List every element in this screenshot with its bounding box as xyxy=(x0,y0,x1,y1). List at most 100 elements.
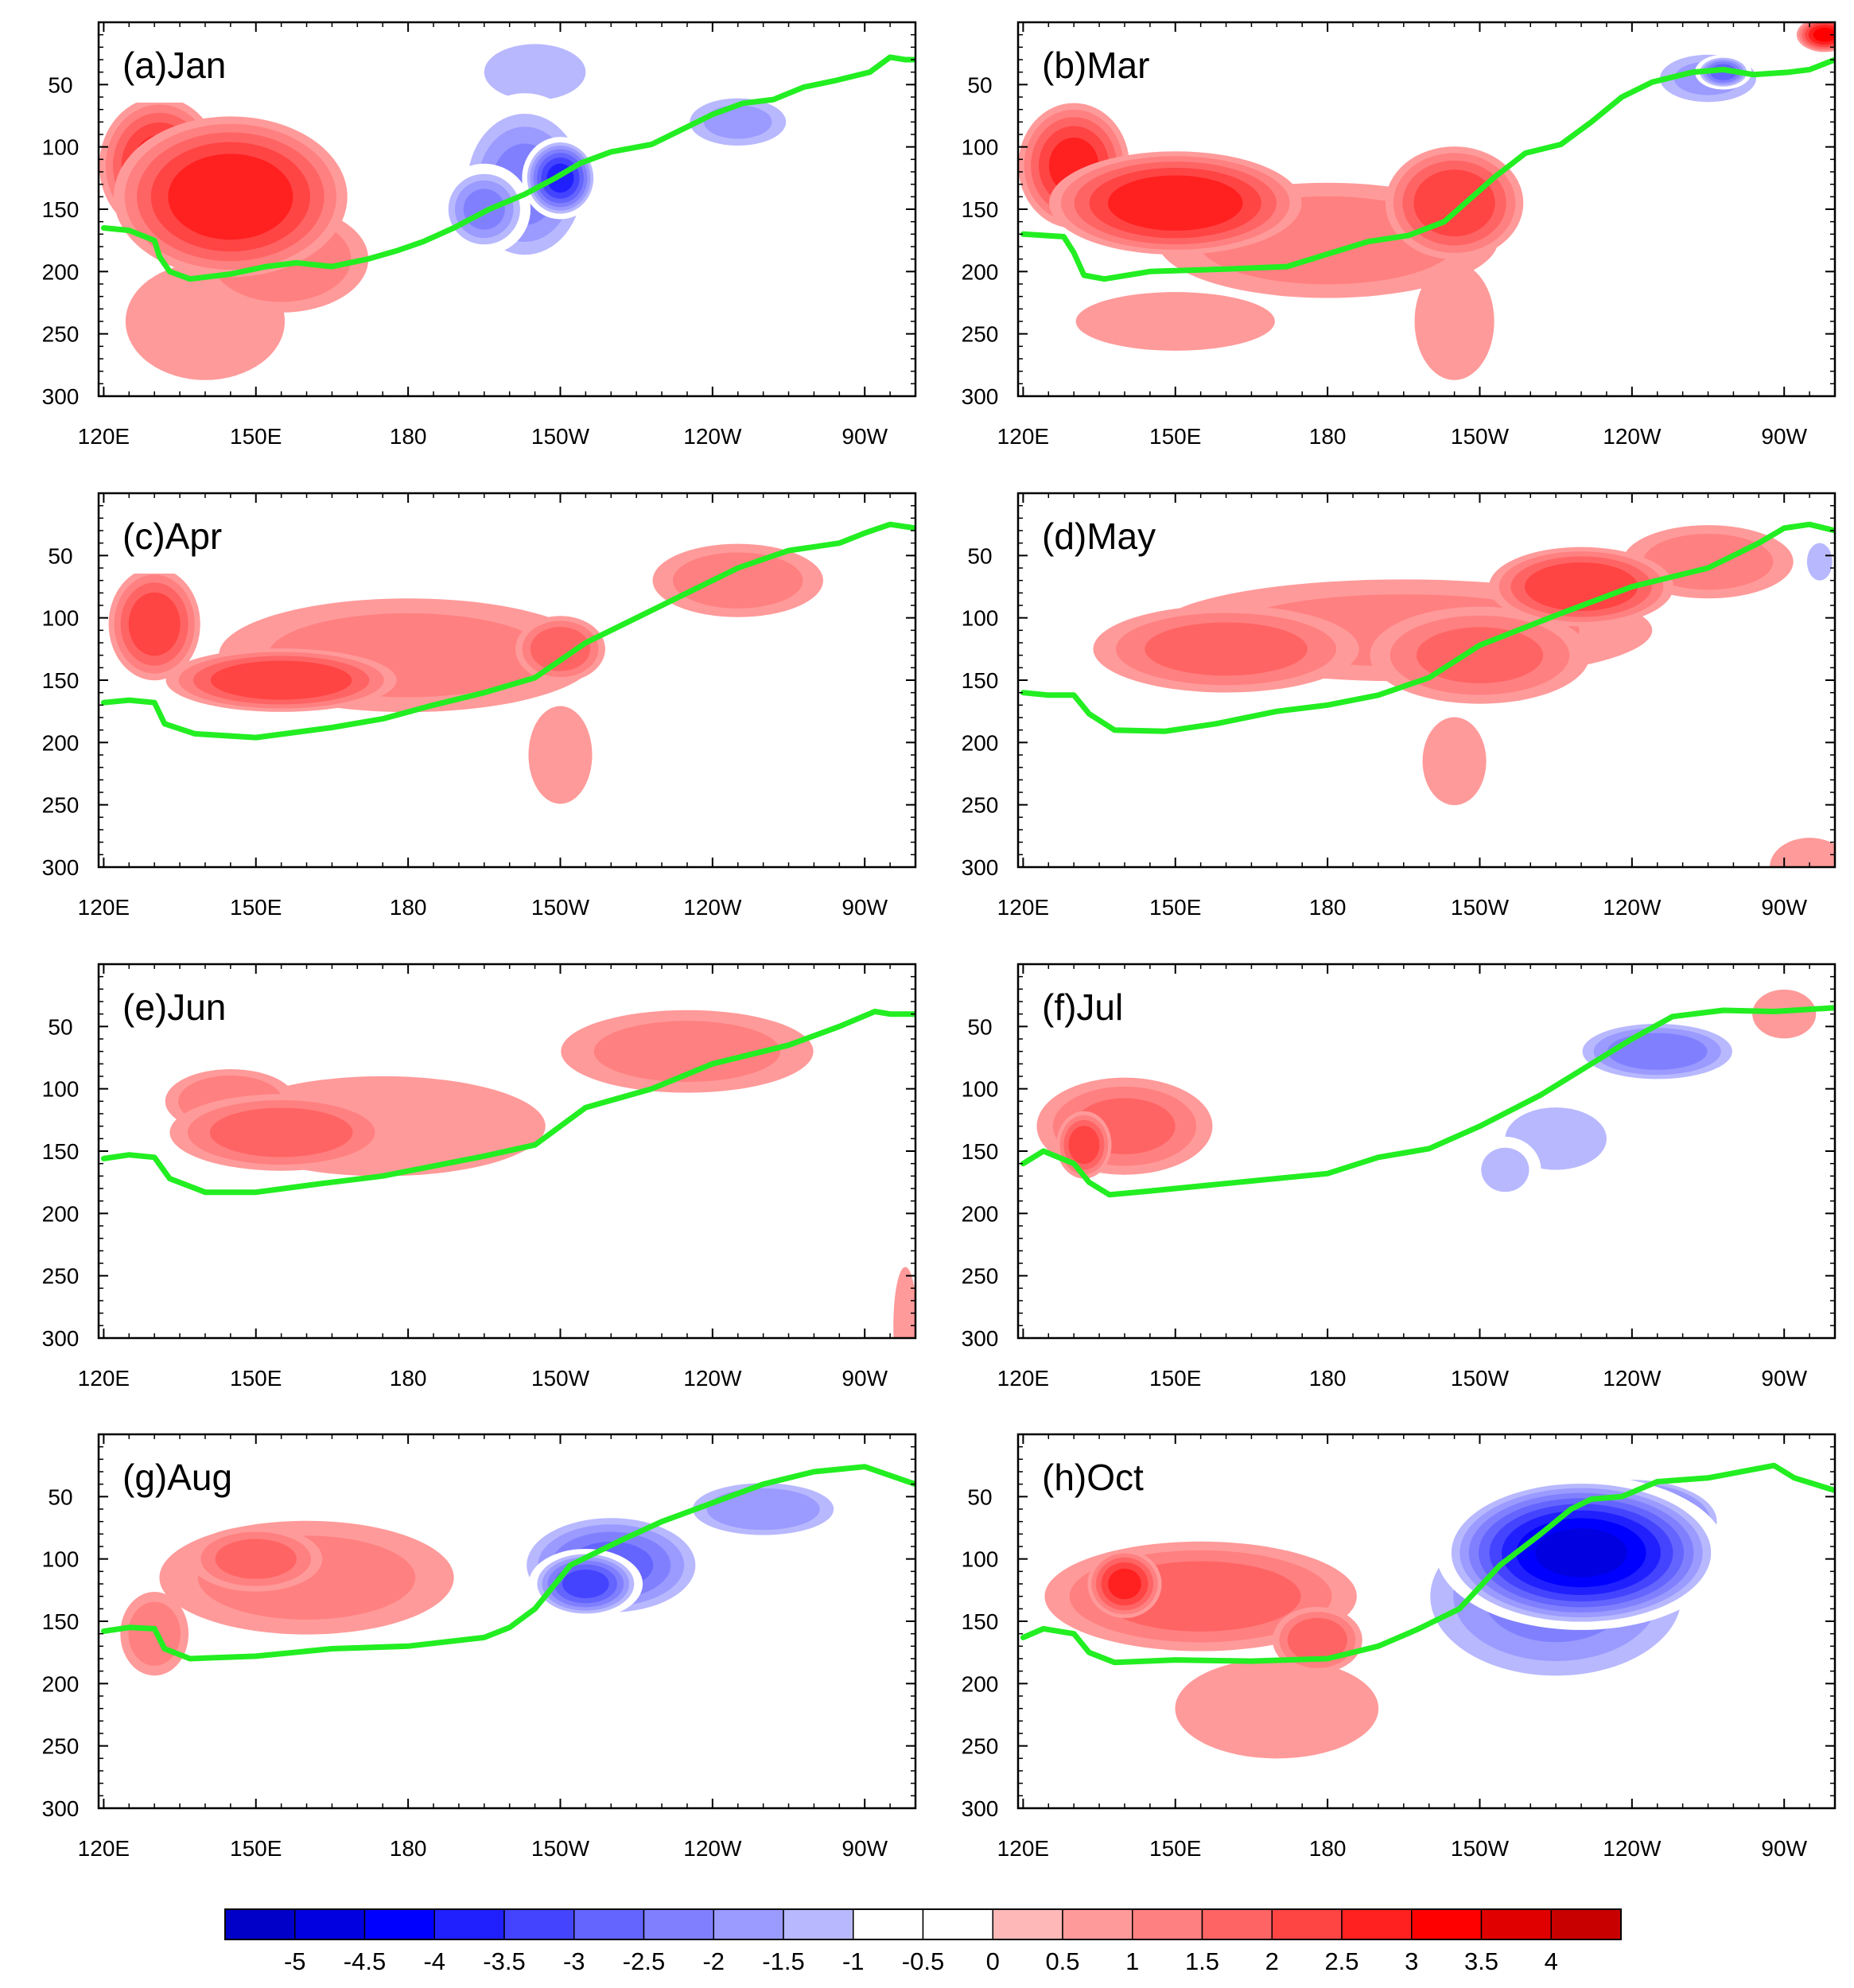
x-tick-label: 180 xyxy=(1309,895,1347,920)
colorbar-swatch xyxy=(1341,1908,1413,1940)
x-tick-label: 120E xyxy=(78,1836,130,1861)
contour-band xyxy=(1247,730,1327,780)
y-tick-label: 50 xyxy=(967,543,992,568)
contour-band xyxy=(1413,169,1495,237)
contour-band xyxy=(1145,622,1308,676)
contour-band xyxy=(528,706,593,804)
contour-band xyxy=(418,1472,499,1522)
x-tick-label: 120W xyxy=(1603,1836,1662,1861)
contour-band xyxy=(484,44,586,100)
colorbar-swatch xyxy=(992,1908,1063,1940)
contour-band xyxy=(1813,27,1835,42)
x-tick-label: 90W xyxy=(1761,1366,1807,1391)
y-tick-label: 100 xyxy=(962,1547,999,1572)
colorbar-label: -4 xyxy=(423,1947,445,1975)
colorbar-label: -2.5 xyxy=(623,1947,665,1975)
y-tick-label: 200 xyxy=(42,259,80,284)
x-tick-label: 90W xyxy=(841,424,888,449)
contour-band xyxy=(1094,778,1175,857)
panel: (c)Apr 120E 150E 180 150W 120W 90W 50 100 150 200 2… xyxy=(42,492,917,920)
y-tick-label: 200 xyxy=(962,1671,999,1696)
x-tick-label: 90W xyxy=(841,1836,888,1861)
colorbar-swatch xyxy=(713,1908,784,1940)
contour-band xyxy=(1416,627,1544,683)
colorbar-swatch xyxy=(1411,1908,1483,1940)
x-tick-label: 120E xyxy=(997,1366,1049,1391)
y-tick-label: 200 xyxy=(962,1201,999,1226)
colorbar-label: 2.5 xyxy=(1324,1947,1358,1975)
contour-band xyxy=(1481,1147,1529,1192)
x-tick-label: 90W xyxy=(1761,1836,1807,1861)
colorbar-swatch xyxy=(224,1908,296,1940)
contour-band xyxy=(1422,717,1487,806)
x-tick-label: 180 xyxy=(390,1836,427,1861)
panel: (f)Jul 120E 150E 180 150W 120W 90W 50 100 150 200 2… xyxy=(962,963,1837,1391)
y-tick-label: 300 xyxy=(42,384,80,409)
contour-band xyxy=(1535,1528,1627,1578)
colorbar-label: -3.5 xyxy=(483,1947,525,1975)
colorbar-label: 1 xyxy=(1125,1947,1139,1975)
x-tick-label: 120W xyxy=(1603,424,1662,449)
x-tick-label: 150W xyxy=(531,895,590,920)
x-tick-label: 90W xyxy=(1761,895,1807,920)
y-tick-label: 200 xyxy=(962,259,999,284)
contour-band xyxy=(706,1488,820,1531)
y-tick-label: 100 xyxy=(42,1547,80,1572)
x-tick-label: 150E xyxy=(230,1366,282,1391)
panel-label: (e)Jun xyxy=(122,986,226,1028)
colorbar-label: 3.5 xyxy=(1464,1947,1498,1975)
y-tick-label: 200 xyxy=(42,1671,80,1696)
colorbar-label: 0 xyxy=(986,1947,1000,1975)
contour-band xyxy=(1203,1208,1402,1257)
colorbar-label: -0.5 xyxy=(902,1947,944,1975)
y-tick-label: 250 xyxy=(962,1264,999,1289)
label-box xyxy=(107,967,270,1045)
x-tick-label: 150E xyxy=(230,895,282,920)
colorbar-swatch xyxy=(1132,1908,1203,1940)
contour-band xyxy=(1770,838,1835,867)
contour-band xyxy=(893,1266,915,1338)
contour-band xyxy=(1075,292,1275,351)
label-box xyxy=(1026,967,1189,1045)
y-tick-label: 250 xyxy=(42,1734,80,1759)
panel-label: (f)Jul xyxy=(1042,986,1123,1028)
colorbar-swatch xyxy=(573,1908,645,1940)
colorbar-swatch xyxy=(1271,1908,1343,1940)
y-tick-label: 150 xyxy=(962,197,999,222)
contour-band xyxy=(105,1260,154,1329)
panel-label: (h)Oct xyxy=(1042,1457,1144,1498)
x-tick-label: 150W xyxy=(1451,424,1510,449)
panel-label: (c)Apr xyxy=(122,515,222,557)
x-tick-label: 150E xyxy=(230,424,282,449)
y-tick-label: 300 xyxy=(962,855,999,880)
panel: (g)Aug 120E 150E 180 150W 120W 90W 50 100 150 200 2… xyxy=(42,1433,917,1861)
label-box xyxy=(1026,1437,1189,1515)
thermocline-line xyxy=(100,1464,915,1662)
contour-band xyxy=(530,627,591,671)
y-tick-label: 250 xyxy=(42,322,80,347)
contour-band xyxy=(1107,175,1243,231)
contour-band xyxy=(870,523,910,588)
x-tick-label: 180 xyxy=(390,424,427,449)
contour-fill xyxy=(99,23,915,380)
label-box xyxy=(107,1437,270,1515)
colorbar-label: 2 xyxy=(1265,1947,1279,1975)
contour-band xyxy=(1078,1271,1110,1330)
contour-band xyxy=(1175,1658,1379,1759)
x-tick-label: 150W xyxy=(1451,1366,1510,1391)
x-tick-label: 120W xyxy=(683,1836,742,1861)
x-tick-label: 150E xyxy=(1149,1366,1201,1391)
x-tick-label: 120E xyxy=(78,424,130,449)
x-tick-label: 150E xyxy=(230,1836,282,1861)
x-tick-label: 90W xyxy=(841,1366,888,1391)
x-tick-label: 150E xyxy=(1149,895,1201,920)
contour-band xyxy=(210,660,352,700)
x-tick-label: 120W xyxy=(683,424,742,449)
y-tick-label: 300 xyxy=(962,384,999,409)
contour-band xyxy=(1607,1033,1708,1070)
y-tick-label: 250 xyxy=(962,793,999,818)
colorbar-label: -1.5 xyxy=(762,1947,804,1975)
y-tick-label: 150 xyxy=(42,1139,80,1164)
colorbar-swatch xyxy=(294,1908,366,1940)
